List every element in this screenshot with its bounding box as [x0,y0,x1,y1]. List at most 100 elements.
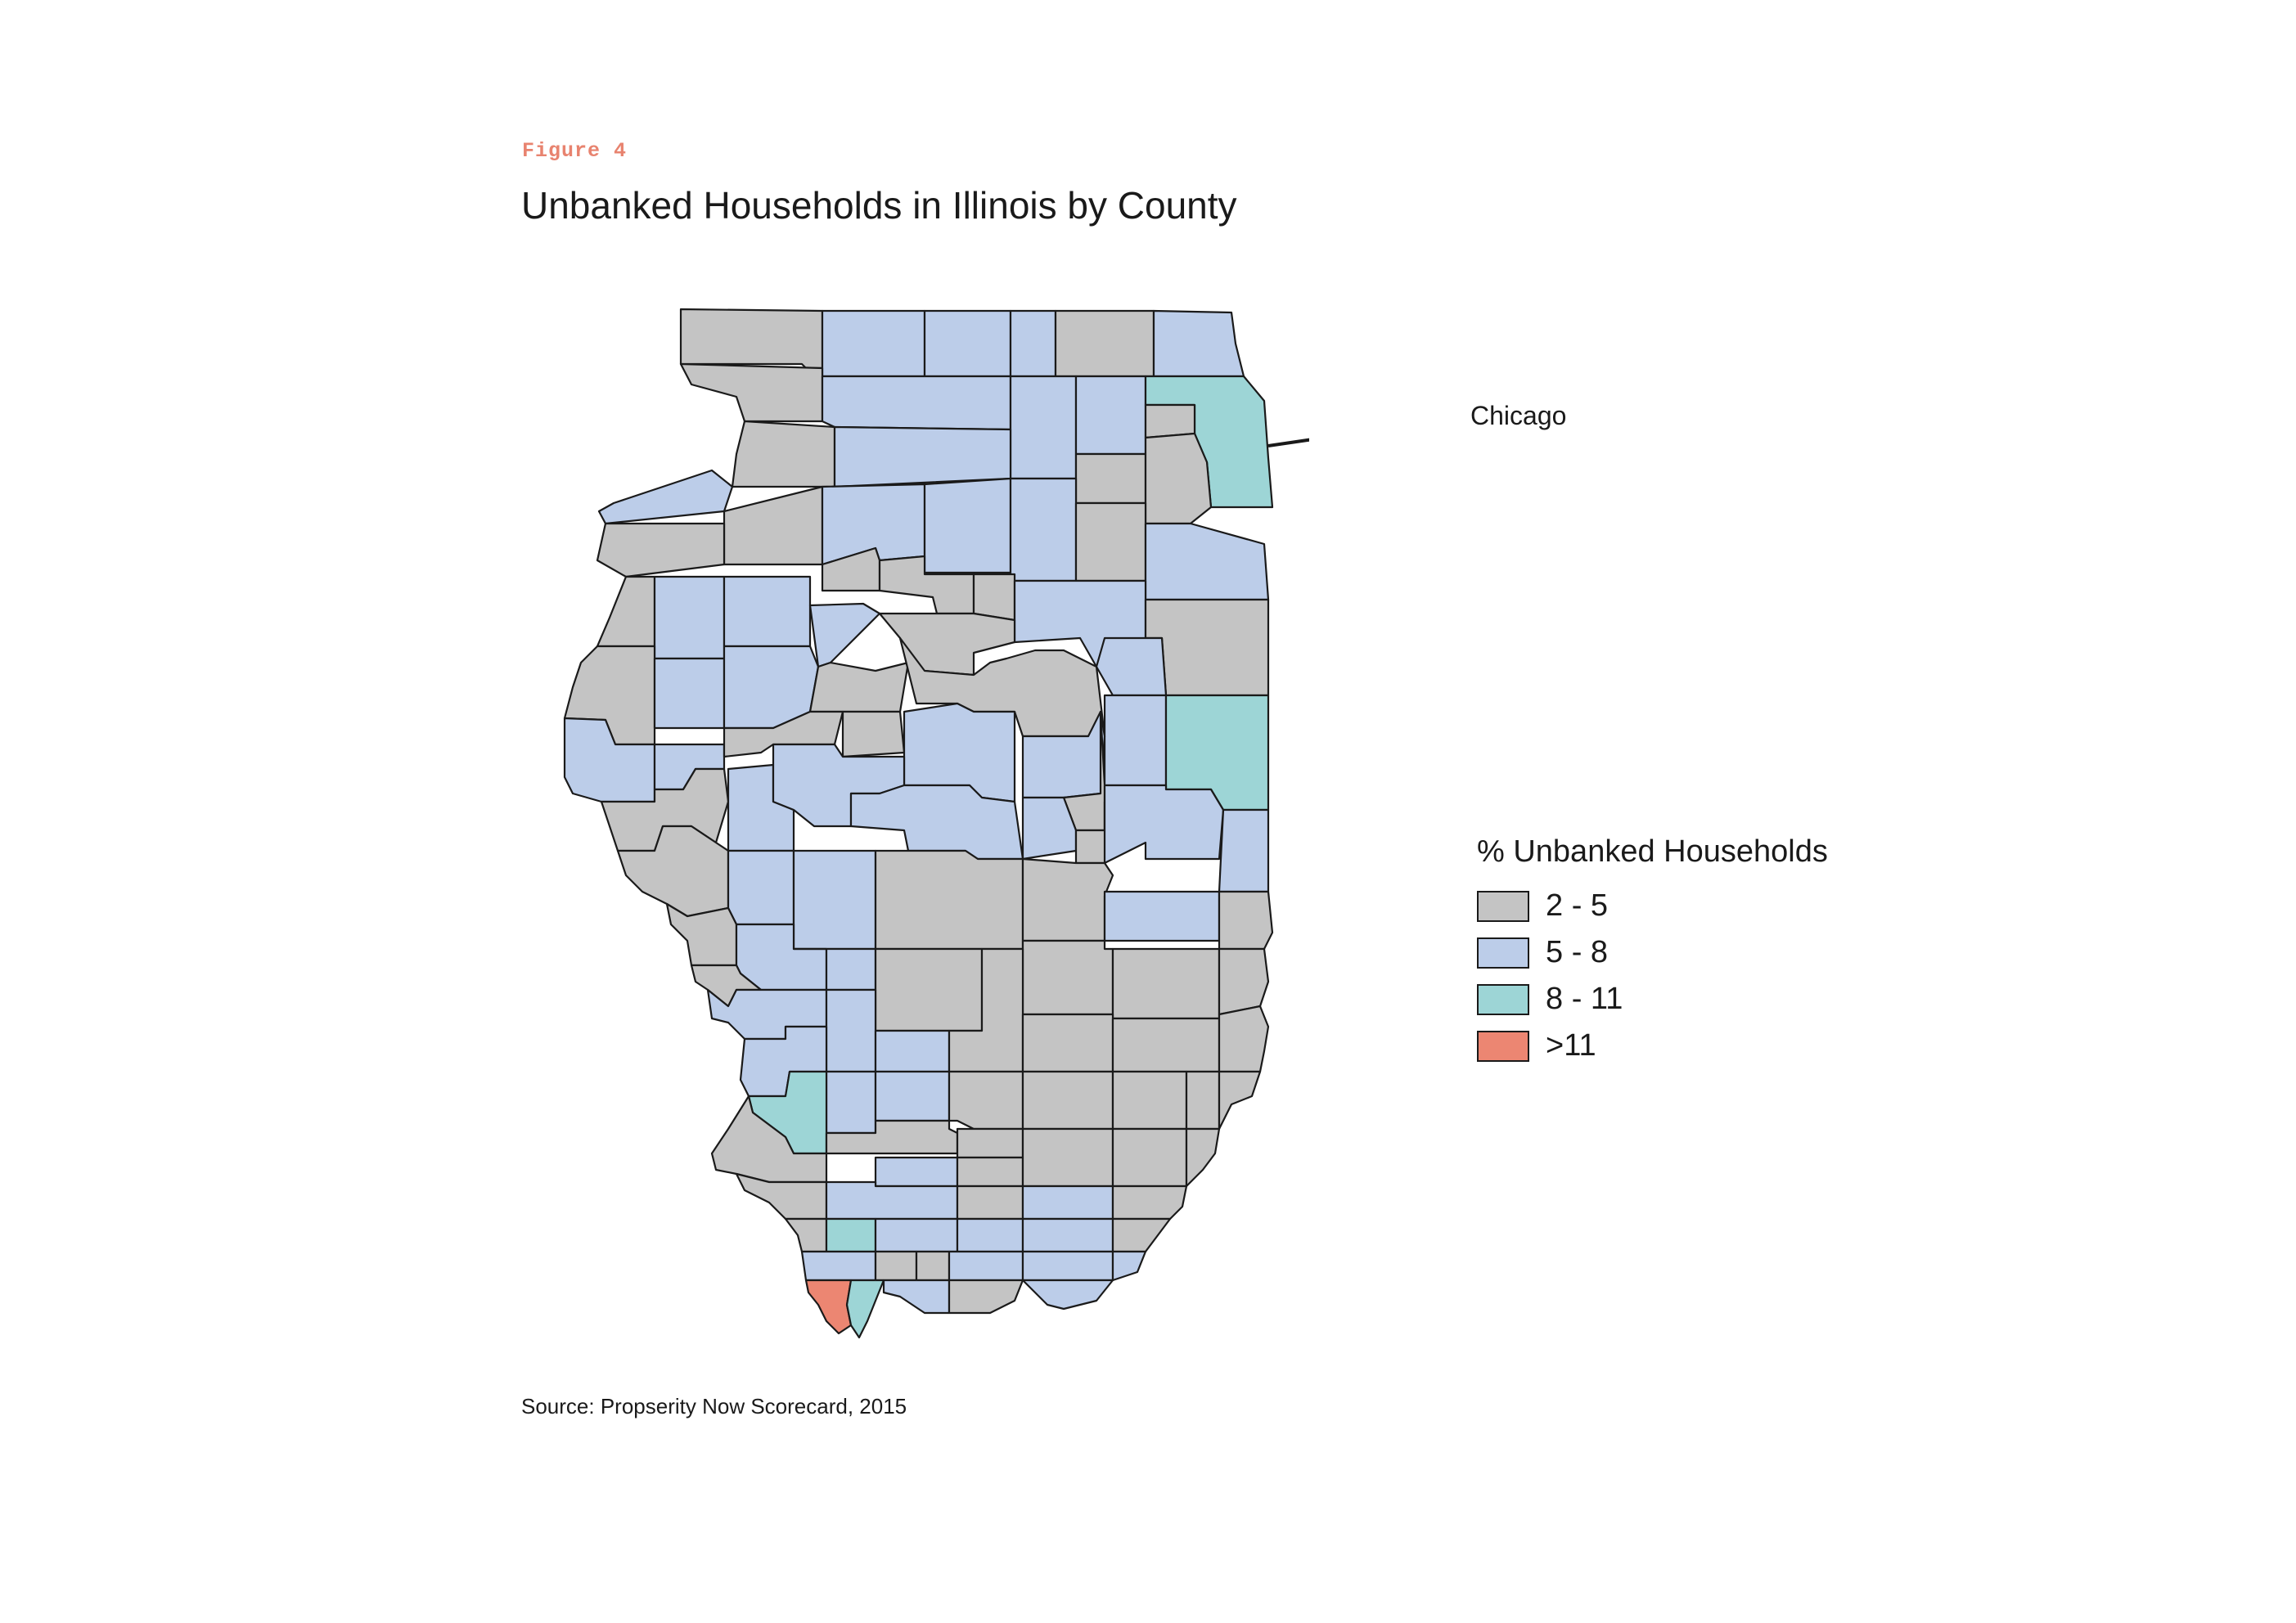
county-shape [653,657,726,730]
county-shape [845,1279,885,1339]
county-shape [1103,694,1168,787]
county-shape [825,988,877,1073]
county-shape [1074,452,1147,505]
county-shape [723,485,824,566]
county-shape [1021,939,1114,1016]
county-shape [808,602,881,668]
county-shape [1021,1127,1114,1188]
chicago-callout-line [1267,438,1309,447]
county-shape [956,1127,1024,1159]
county-shape [1218,947,1270,1016]
county-shape [597,469,734,525]
county-shape [1144,522,1270,601]
county-shape [723,575,812,648]
county-shape [1144,432,1213,525]
county-shape [923,309,1012,378]
illinois-county-map [563,308,1309,1339]
county-shape [1009,375,1078,480]
county-shape [874,1070,951,1122]
legend-swatch [1477,890,1529,922]
county-shape [665,902,738,967]
legend-label: 5 - 8 [1546,935,1609,969]
county-shape [956,1156,1024,1188]
county-shape [956,1185,1024,1221]
legend-swatch [1477,937,1529,969]
county-shape [679,308,824,370]
county-shape [1074,501,1147,582]
county-shape [1103,890,1221,942]
county-shape [1111,1185,1188,1221]
source-note: Source: Propserity Now Scorecard, 2015 [521,1394,907,1418]
legend-item-8-11: 8 - 11 [1477,976,1828,1023]
county-shape [679,362,824,423]
county-shape [948,1279,1024,1315]
county-shape [792,849,877,951]
county-shape [1152,309,1245,378]
county-shape [1218,890,1274,951]
county-shape [948,1250,1024,1282]
county-shape [948,1070,1024,1131]
figure-label: Figure 4 [522,139,628,163]
county-shape [1021,1217,1114,1253]
county-shape [1185,1127,1221,1188]
county-shape [808,661,910,713]
county-shape [1021,1070,1114,1131]
county-shape [1021,1013,1114,1073]
legend-label: >11 [1546,1028,1596,1063]
map-title: Unbanked Households in Illinois by Count… [521,184,1237,227]
county-shape [653,575,726,660]
county-shape [821,309,926,378]
county-shape [923,477,1012,574]
county-shape [784,1217,828,1253]
county-shape [874,947,984,1032]
county-shape [1021,796,1078,861]
county-shape [915,1250,951,1282]
county-shape [596,575,656,648]
county-shape [956,1217,1024,1253]
county-shape [731,420,836,488]
county-shape [1095,636,1168,697]
county-shape [1218,1005,1270,1073]
county-shape [821,375,1012,431]
county-shape [727,849,795,926]
county-shape [1111,947,1221,1020]
county-shape [874,1156,959,1188]
county-shape [1111,1127,1188,1188]
county-shape [596,522,726,578]
county-shape [1021,1185,1114,1221]
county-shape [1144,403,1196,439]
legend-item-5-8: 5 - 8 [1477,929,1828,976]
county-shape [1111,1250,1147,1282]
county-shape [1021,857,1114,942]
county-shape [825,1070,877,1135]
county-shape [1103,784,1225,865]
county-shape [874,1250,918,1282]
legend-label: 2 - 5 [1546,888,1609,923]
county-shape [874,1217,959,1253]
legend-swatch [1477,983,1529,1015]
county-shape [800,1250,877,1282]
county-shape [841,710,906,758]
county-shape [1074,375,1147,456]
county-shape [1218,808,1270,893]
county-shape [1185,1070,1221,1131]
county-shape [825,1180,959,1221]
county-shape [874,849,1024,951]
county-shape [972,573,1016,622]
legend-title: % Unbanked Households [1477,834,1828,869]
county-shape [882,1279,951,1315]
county-shape [833,425,1012,488]
county-shape [825,1217,877,1253]
county-shape [1009,477,1078,582]
county-shape [1111,1217,1172,1253]
county-shape [804,1279,853,1335]
county-shape [1021,1250,1114,1282]
county-shape [825,1119,959,1155]
county-shape [1054,309,1155,378]
legend: % Unbanked Households 2 - 5 5 - 8 8 - 11… [1477,834,1828,1069]
county-shape [1009,309,1057,378]
county-shape [1111,1070,1188,1131]
legend-label: 8 - 11 [1546,982,1623,1016]
county-shape [1021,1279,1114,1311]
county-shape [1111,1017,1221,1073]
